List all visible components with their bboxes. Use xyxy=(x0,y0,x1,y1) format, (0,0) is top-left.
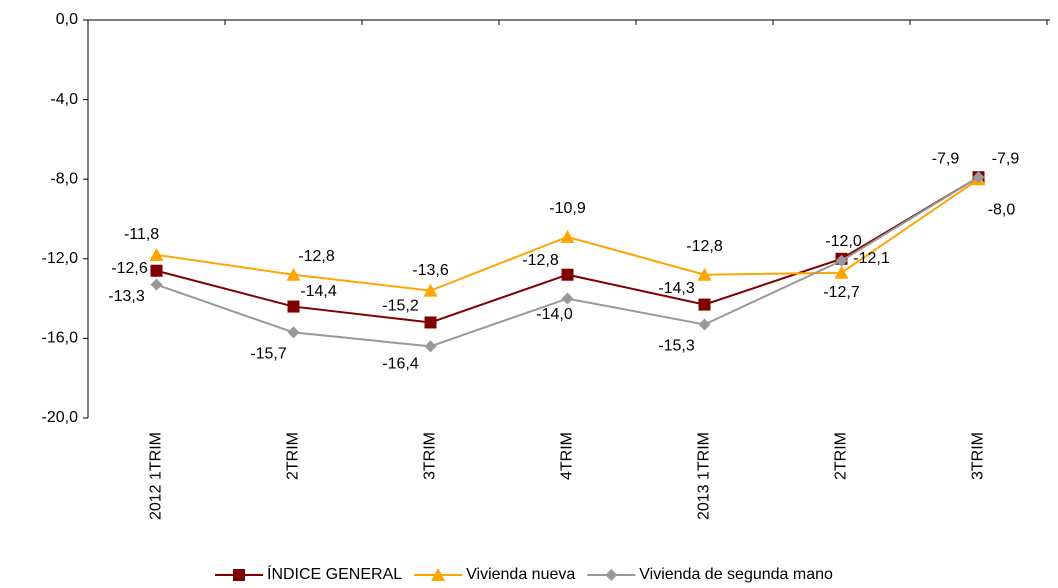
y-tick-label: -8,0 xyxy=(50,170,78,187)
marker xyxy=(698,298,711,311)
marker xyxy=(150,278,163,291)
y-tick-label: -4,0 xyxy=(50,91,78,108)
data-label: -11,8 xyxy=(124,226,159,243)
data-label: -10,9 xyxy=(549,200,586,217)
marker xyxy=(560,229,575,243)
marker xyxy=(424,340,437,353)
legend: ÍNDICE GENERAL Vivienda nueva Vivienda de … xyxy=(215,564,833,583)
marker xyxy=(835,254,848,267)
data-label: -12,6 xyxy=(111,260,148,277)
data-label: -12,8 xyxy=(298,248,335,265)
legend-marker xyxy=(605,569,618,581)
data-label: -7,9 xyxy=(932,150,960,167)
data-label: -8,0 xyxy=(988,201,1016,218)
marker xyxy=(698,318,711,331)
marker xyxy=(150,264,163,277)
y-tick-label: -20,0 xyxy=(42,409,79,426)
data-label: -14,3 xyxy=(658,280,695,297)
data-label: -12,1 xyxy=(853,250,890,267)
y-tick-label: -16,0 xyxy=(42,330,79,347)
legend-label: ÍNDICE GENERAL xyxy=(267,564,402,583)
x-tick-label: 4TRIM xyxy=(559,432,576,480)
data-label: -7,9 xyxy=(992,150,1020,167)
data-label: -13,6 xyxy=(412,262,449,279)
legend-label: Vivienda nueva xyxy=(466,566,575,583)
data-label: -12,8 xyxy=(522,252,559,269)
legend-marker xyxy=(431,568,446,581)
marker xyxy=(287,326,300,339)
x-tick-label: 2012 1TRIM xyxy=(148,432,165,520)
marker xyxy=(972,171,985,184)
marker xyxy=(287,300,300,313)
marker xyxy=(424,316,437,329)
marker xyxy=(561,292,574,305)
data-label: -14,4 xyxy=(300,283,337,300)
data-label: -13,3 xyxy=(108,288,145,305)
data-label: -15,3 xyxy=(658,338,695,355)
marker xyxy=(423,283,438,297)
data-label: -16,4 xyxy=(382,356,419,373)
x-tick-label: 2TRIM xyxy=(833,432,850,480)
legend-label: Vivienda de segunda mano xyxy=(639,566,833,583)
x-tick-label: 3TRIM xyxy=(422,432,439,480)
marker xyxy=(561,268,574,281)
x-tick-label: 3TRIM xyxy=(970,432,987,480)
data-label: -15,7 xyxy=(250,346,287,363)
marker xyxy=(149,247,164,261)
data-label: -12,7 xyxy=(823,284,860,301)
marker xyxy=(286,267,301,281)
y-tick-label: -12,0 xyxy=(42,250,79,267)
data-label: -14,0 xyxy=(536,306,573,323)
marker xyxy=(697,267,712,281)
legend-marker xyxy=(233,569,245,581)
data-label: -12,0 xyxy=(825,233,862,250)
marker xyxy=(834,265,849,279)
x-tick-label: 2TRIM xyxy=(285,432,302,480)
data-label: -15,2 xyxy=(382,298,419,315)
data-label: -12,8 xyxy=(686,238,723,255)
x-tick-label: 2013 1TRIM xyxy=(696,432,713,520)
y-tick-label: 0,0 xyxy=(56,11,78,28)
